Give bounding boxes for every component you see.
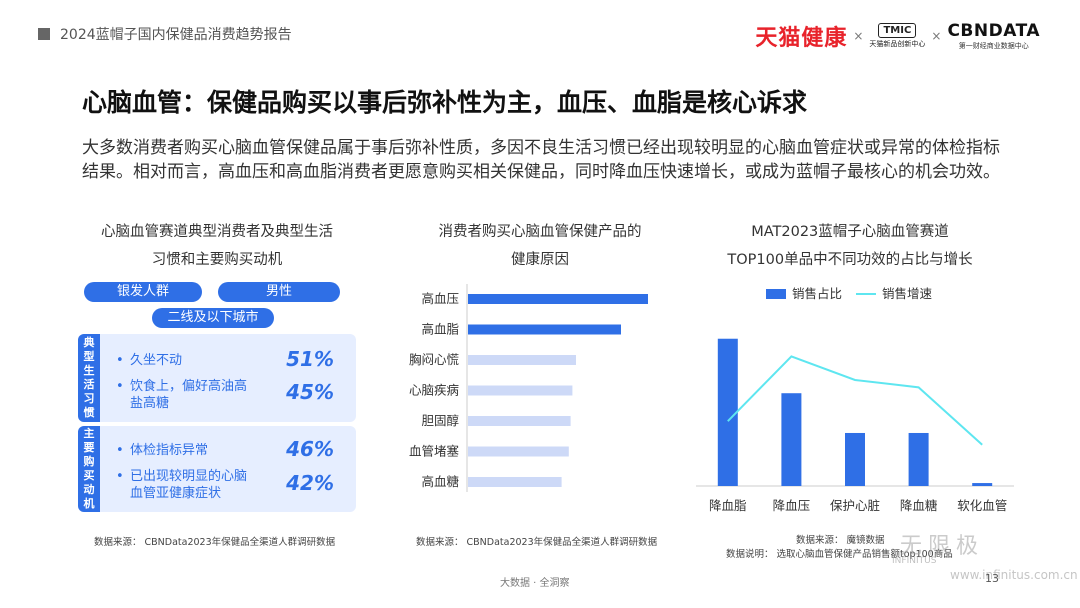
cbndata-logo-subtitle: 第一财经商业数据中心	[958, 42, 1029, 50]
cbndata-logo: CBNDATA 第一财经商业数据中心	[947, 21, 1040, 51]
bar-高血脂	[468, 324, 621, 335]
bullet-icon: •	[116, 443, 124, 458]
middle-section-title: 消费者购买心脑血管保健产品的 健康原因	[400, 218, 680, 274]
report-title: 2024蓝帽子国内保健品消费趋势报告	[60, 27, 292, 43]
habits-tab-char: 惯	[83, 406, 95, 419]
habit-item-pct: 45%	[286, 380, 334, 404]
category-label: 心脑疾病	[409, 383, 459, 398]
page-title: 心脑血管：保健品购买以事后弥补性为主，血压、血脂是核心诉求	[82, 88, 808, 117]
category-label: 降血糖	[900, 498, 938, 513]
habits-tab-char: 生	[83, 364, 95, 377]
right-section-title: MAT2023蓝帽子心脑血管赛道 TOP100单品中不同功效的占比与增长	[700, 218, 1000, 274]
category-label: 高血脂	[421, 322, 459, 337]
legend-bar-label: 销售占比	[792, 286, 842, 301]
habits-tab-char: 典	[83, 336, 95, 349]
partner-logos: 天猫健康 × TMIC 天猫新品创新中心 × CBNDATA 第一财经商业数据中…	[755, 20, 1040, 52]
motives-tab-char: 机	[83, 497, 95, 510]
habits-tab: 典 型 生 活 习 惯	[78, 334, 100, 422]
pill-lower-tier-cities: 二线及以下城市	[152, 308, 274, 328]
growth-line	[727, 355, 983, 446]
page-description: 大多数消费者购买心脑血管保健品属于事后弥补性质，多因不良生活习惯已经出现较明显的…	[82, 138, 1000, 182]
habits-tab-char: 型	[83, 350, 95, 363]
motive-item-pct: 46%	[286, 437, 334, 461]
pill-silver-group: 银发人群	[84, 282, 202, 302]
logo-separator: ×	[931, 29, 942, 43]
middle-title-line2: 健康原因	[511, 252, 569, 268]
bar-高血压	[468, 294, 648, 304]
bar-降血糖	[908, 432, 929, 486]
legend-bar-swatch	[766, 289, 786, 299]
category-label: 胆固醇	[421, 413, 459, 428]
watermark-url: www.infinitus.com.cn	[950, 568, 1078, 582]
category-label: 降血脂	[709, 498, 747, 513]
motives-tab-char: 动	[83, 483, 95, 496]
motives-tab-char: 购	[83, 455, 95, 468]
bar-高血糖	[468, 477, 562, 487]
bar-软化血管	[972, 483, 993, 486]
motive-item-text: 体检指标异常	[130, 443, 209, 458]
left-title-line1: 心脑血管赛道典型消费者及典型生活	[101, 224, 333, 240]
tmic-logo-subtitle: 天猫新品创新中心	[869, 40, 926, 48]
bar-降血压	[781, 393, 802, 486]
left-section-title: 心脑血管赛道典型消费者及典型生活 习惯和主要购买动机	[78, 218, 356, 274]
category-label: 高血糖	[421, 474, 459, 489]
watermark-logo: 无限极	[900, 534, 985, 559]
bar-降血脂	[717, 338, 738, 486]
motives-tab: 主 要 购 买 动 机	[78, 426, 100, 512]
tmall-health-logo: 天猫健康	[755, 26, 848, 51]
middle-title-line1: 消费者购买心脑血管保健产品的	[438, 224, 642, 240]
footer-brand: 大数据 · 全洞察	[500, 578, 570, 589]
motive-item-pct: 42%	[286, 471, 334, 495]
category-label: 高血压	[421, 291, 459, 306]
bar-胆固醇	[468, 416, 571, 426]
bullet-icon: •	[116, 469, 124, 484]
category-label: 保护心脏	[830, 498, 880, 513]
bar-胸闷心慌	[468, 355, 576, 365]
middle-source: 数据来源： CBNData2023年保健品全渠道人群调研数据	[416, 537, 658, 548]
habits-tab-char: 习	[83, 392, 95, 405]
legend-line-label: 销售增速	[882, 286, 933, 301]
left-source: 数据来源： CBNData2023年保健品全渠道人群调研数据	[94, 537, 336, 548]
category-label: 胸闷心慌	[409, 352, 459, 367]
right-source-line1: 数据来源： 魔镜数据	[796, 535, 885, 546]
bar-心脑疾病	[468, 385, 573, 396]
category-label: 降血压	[773, 498, 811, 513]
page-number: 13	[985, 572, 999, 585]
bullet-icon: •	[116, 379, 124, 394]
category-label: 血管堵塞	[409, 444, 460, 459]
logo-separator: ×	[853, 29, 864, 43]
right-title-line1: MAT2023蓝帽子心脑血管赛道	[751, 224, 949, 240]
motives-tab-char: 买	[83, 469, 95, 482]
tmic-logo: TMIC 天猫新品创新中心	[869, 23, 925, 49]
pill-male: 男性	[218, 282, 340, 302]
right-source-line2: 数据说明： 选取心脑血管保健产品销售额top100商品	[726, 549, 953, 560]
habits-panel: 典 型 生 活 习 惯 • 久坐不动 51% • 饮食上，偏好高油高盐高糖 45…	[78, 334, 356, 422]
habit-item-text: 饮食上，偏好高油高盐高糖	[130, 379, 248, 411]
header-square-icon	[38, 28, 50, 40]
bar-保护心脏	[845, 432, 865, 486]
cbndata-logo-mark: CBNDATA	[947, 21, 1040, 41]
habit-item-text: 久坐不动	[130, 353, 183, 368]
tmic-logo-mark: TMIC	[878, 23, 917, 38]
motive-item-text: 已出现较明显的心脑血管亚健康症状	[130, 469, 248, 501]
bar-血管堵塞	[468, 446, 569, 457]
habit-item-pct: 51%	[286, 347, 334, 371]
left-title-line2: 习惯和主要购买动机	[151, 252, 283, 268]
right-title-line2: TOP100单品中不同功效的占比与增长	[727, 252, 973, 268]
bullet-icon: •	[116, 353, 124, 368]
motives-tab-char: 要	[83, 441, 95, 454]
motives-tab-char: 主	[83, 427, 95, 440]
category-label: 软化血管	[957, 498, 1007, 513]
habits-tab-char: 活	[83, 378, 95, 391]
motives-panel: 主 要 购 买 动 机 • 体检指标异常 46% • 已出现较明显的心脑血管亚健…	[78, 426, 356, 512]
watermark-subtitle: INFINITUS	[892, 556, 937, 566]
